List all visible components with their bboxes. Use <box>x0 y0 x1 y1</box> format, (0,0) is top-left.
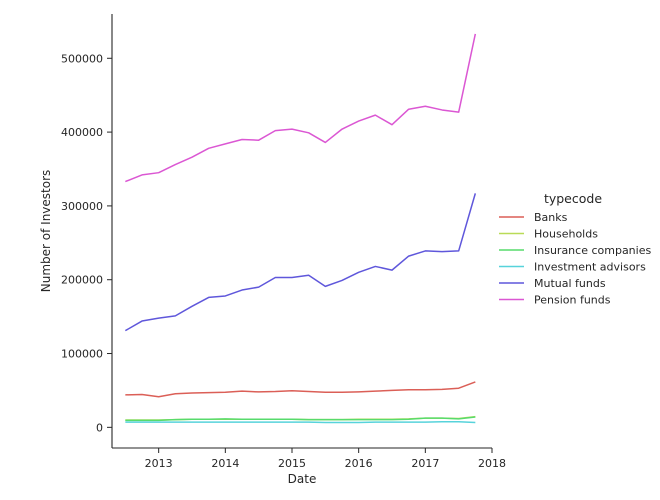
series-line-pension-funds <box>125 33 477 183</box>
y-tick-label: 200000 <box>61 274 103 287</box>
series-line-investment-advisors <box>125 421 476 424</box>
legend-label-households: Households <box>534 228 598 241</box>
legend-title: typecode <box>544 191 602 206</box>
x-axis-ticks: 2013 2014 2015 2016 2017 2018 <box>145 448 506 470</box>
series-line-banks <box>125 381 476 398</box>
x-tick-label: 2013 <box>145 457 173 470</box>
series-lines <box>124 33 477 424</box>
y-tick-label: 400000 <box>61 126 103 139</box>
y-tick-label: 0 <box>96 421 103 434</box>
y-tick-label: 100000 <box>61 348 103 361</box>
legend-label-insurance-companies: Insurance companies <box>534 244 651 257</box>
legend-label-pension-funds: Pension funds <box>534 294 611 307</box>
x-tick-label: 2016 <box>345 457 373 470</box>
legend-label-investment-advisors: Investment advisors <box>534 261 646 274</box>
y-tick-label: 300000 <box>61 200 103 213</box>
series-line-insurance-companies <box>125 416 476 422</box>
series-line-mutual-funds <box>124 193 477 332</box>
x-tick-label: 2014 <box>211 457 239 470</box>
y-axis-ticks: 0 100000 200000 300000 400000 500000 <box>61 52 112 434</box>
x-tick-label: 2018 <box>478 457 506 470</box>
legend-label-banks: Banks <box>534 211 568 224</box>
y-axis-title: Number of Investors <box>39 170 53 293</box>
legend: typecode Banks Households Insurance compan… <box>499 191 651 307</box>
x-tick-label: 2017 <box>411 457 439 470</box>
x-axis-title: Date <box>288 472 317 486</box>
y-tick-label: 500000 <box>61 52 103 65</box>
legend-label-mutual-funds: Mutual funds <box>534 277 606 290</box>
x-tick-label: 2015 <box>278 457 306 470</box>
